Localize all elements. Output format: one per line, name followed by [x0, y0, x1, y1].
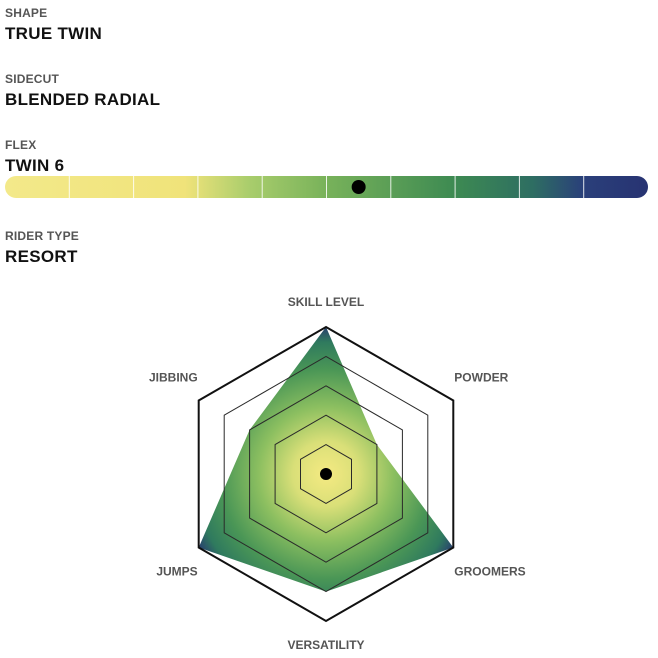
radar-grid-ring: [274, 414, 378, 534]
radar-axis-label: VERSATILITY: [287, 638, 364, 652]
sidecut-value: BLENDED RADIAL: [5, 90, 161, 109]
radar-grid-ring: [197, 325, 455, 623]
radar-data-area: [198, 327, 454, 592]
radar-axis-label: SKILL LEVEL: [288, 295, 364, 309]
radar-axis-label: GROOMERS: [454, 565, 525, 579]
radar-grid-ring: [223, 355, 429, 593]
shape-value: TRUE TWIN: [5, 24, 103, 43]
flex-scale-bar: [5, 176, 648, 198]
rider-type-spec: RIDER TYPE RESORT: [5, 229, 79, 267]
radar-grid-ring: [249, 385, 403, 563]
shape-label: SHAPE: [5, 6, 48, 20]
radar-axis-label: JIBBING: [149, 371, 198, 385]
shape-spec: SHAPE TRUE TWIN: [5, 6, 102, 44]
flex-scale-graphic: [5, 176, 648, 198]
radar-center-dot: [320, 468, 332, 480]
flex-spec: FLEX TWIN 6: [5, 138, 64, 176]
rider-type-label: RIDER TYPE: [5, 229, 80, 243]
flex-value: TWIN 6: [5, 156, 65, 175]
sidecut-spec: SIDECUT BLENDED RADIAL: [5, 72, 160, 110]
radar-axis-label: JUMPS: [156, 565, 197, 579]
sidecut-label: SIDECUT: [5, 72, 60, 86]
radar-grid-ring: [300, 444, 352, 504]
flex-marker-dot: [351, 180, 366, 194]
rider-type-value: RESORT: [5, 247, 78, 266]
radar-axis-label: POWDER: [454, 371, 508, 385]
flex-label: FLEX: [5, 138, 37, 152]
